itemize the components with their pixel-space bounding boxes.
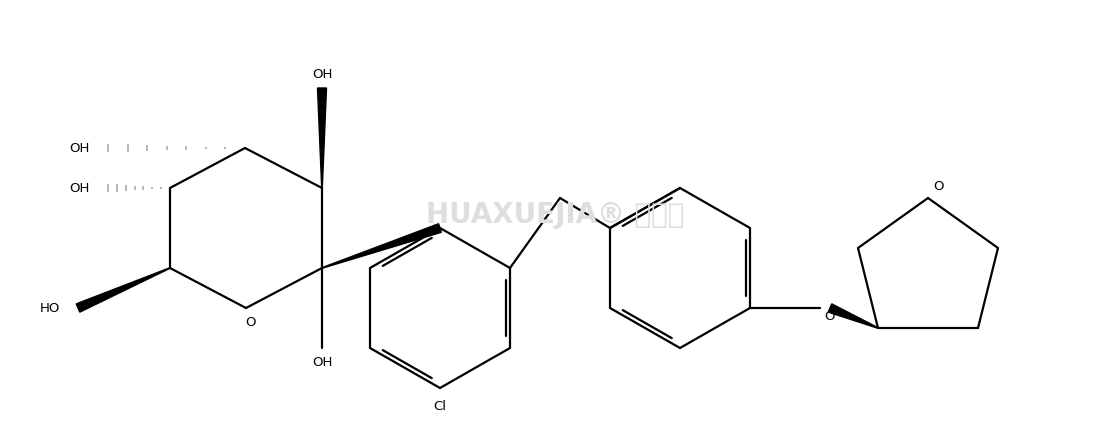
- Polygon shape: [322, 224, 442, 268]
- Text: OH: OH: [312, 356, 332, 369]
- Text: OH: OH: [312, 67, 332, 81]
- Text: Cl: Cl: [434, 400, 446, 413]
- Polygon shape: [828, 304, 878, 328]
- Polygon shape: [318, 88, 327, 188]
- Text: OH: OH: [70, 142, 90, 154]
- Text: HUAXUEJIA® 化学加: HUAXUEJIA® 化学加: [426, 201, 684, 229]
- Text: HO: HO: [40, 301, 60, 315]
- Text: O: O: [245, 315, 256, 329]
- Polygon shape: [76, 268, 170, 312]
- Text: O: O: [824, 309, 835, 323]
- Text: O: O: [933, 180, 943, 193]
- Text: OH: OH: [70, 181, 90, 194]
